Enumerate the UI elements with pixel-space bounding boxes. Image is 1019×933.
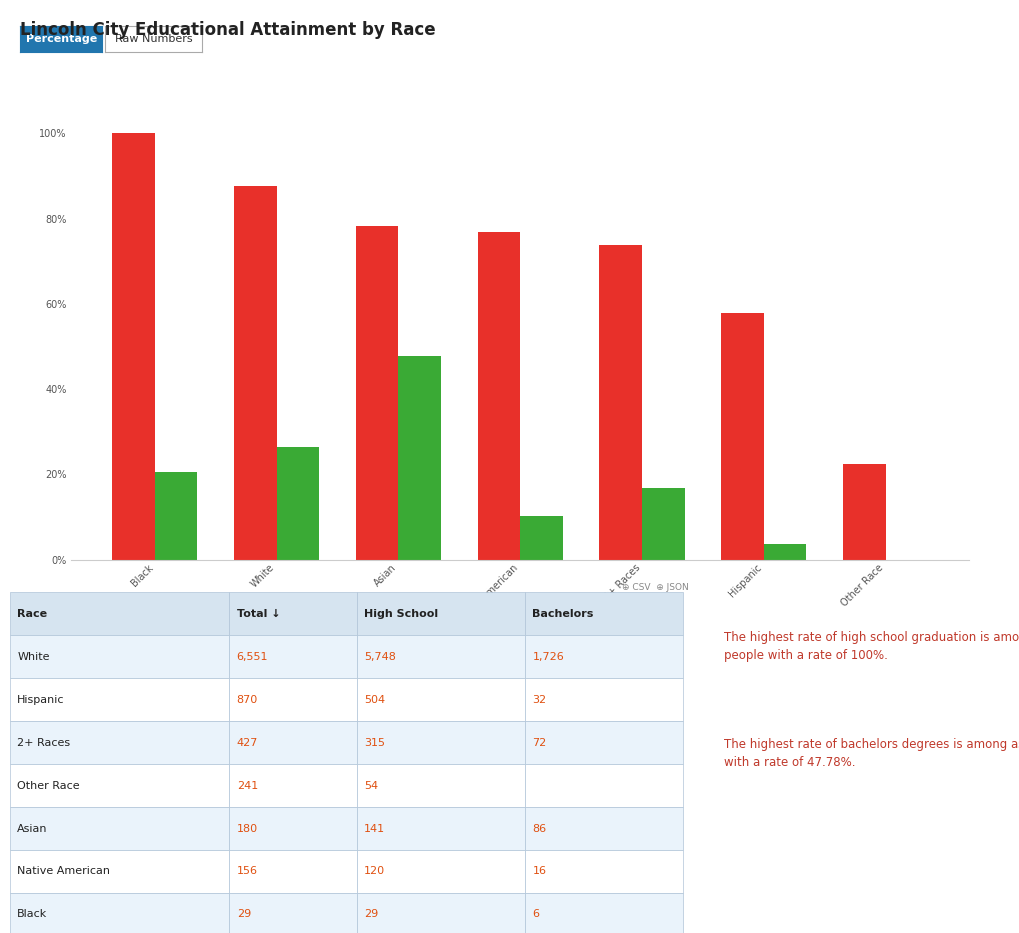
Text: Black: Black bbox=[17, 910, 48, 919]
Bar bbox=[233, 186, 276, 560]
Text: 315: 315 bbox=[364, 738, 385, 747]
Text: 141: 141 bbox=[364, 824, 385, 833]
Text: Race: Race bbox=[17, 609, 48, 619]
Text: High School: High School bbox=[364, 609, 438, 619]
Text: Total ↓: Total ↓ bbox=[236, 609, 280, 619]
Bar bbox=[155, 471, 198, 560]
Text: 870: 870 bbox=[236, 695, 258, 704]
Text: 427: 427 bbox=[236, 738, 258, 747]
Text: White: White bbox=[17, 652, 50, 661]
Text: 16: 16 bbox=[532, 867, 546, 876]
Text: The highest rate of bachelors degrees is among asian people
with a rate of 47.78: The highest rate of bachelors degrees is… bbox=[723, 738, 1019, 769]
Text: Hispanic: Hispanic bbox=[17, 695, 65, 704]
Text: Other Race: Other Race bbox=[17, 781, 79, 790]
Text: 29: 29 bbox=[364, 910, 378, 919]
Bar bbox=[477, 231, 520, 560]
Text: 54: 54 bbox=[364, 781, 378, 790]
Text: 86: 86 bbox=[532, 824, 546, 833]
Text: 6,551: 6,551 bbox=[236, 652, 268, 661]
Text: Native American: Native American bbox=[17, 867, 110, 876]
Text: Percentage: Percentage bbox=[25, 35, 97, 44]
Text: Asian: Asian bbox=[17, 824, 48, 833]
Text: 180: 180 bbox=[236, 824, 258, 833]
Bar bbox=[112, 133, 155, 560]
Text: 504: 504 bbox=[364, 695, 385, 704]
Text: Lincoln City Educational Attainment by Race: Lincoln City Educational Attainment by R… bbox=[20, 21, 435, 38]
Bar bbox=[763, 544, 806, 560]
Bar bbox=[720, 313, 763, 560]
Bar bbox=[276, 448, 319, 560]
Legend: High School Graduation Rate, Bachelors Rate: High School Graduation Rate, Bachelors R… bbox=[377, 724, 662, 743]
Bar bbox=[842, 465, 884, 560]
Text: ⊕ CSV  ⊕ JSON: ⊕ CSV ⊕ JSON bbox=[622, 583, 688, 592]
Text: Bachelors: Bachelors bbox=[532, 609, 593, 619]
Bar bbox=[356, 226, 398, 560]
Bar bbox=[398, 356, 440, 560]
Text: 5,748: 5,748 bbox=[364, 652, 395, 661]
Text: 241: 241 bbox=[236, 781, 258, 790]
Text: 2+ Races: 2+ Races bbox=[17, 738, 70, 747]
Bar bbox=[641, 488, 684, 560]
Text: 32: 32 bbox=[532, 695, 546, 704]
Text: 156: 156 bbox=[236, 867, 258, 876]
Bar bbox=[599, 245, 641, 560]
Text: 120: 120 bbox=[364, 867, 385, 876]
Text: 6: 6 bbox=[532, 910, 539, 919]
Bar bbox=[520, 516, 562, 560]
Text: 1,726: 1,726 bbox=[532, 652, 564, 661]
Text: The highest rate of high school graduation is among black
people with a rate of : The highest rate of high school graduati… bbox=[723, 631, 1019, 661]
Text: 29: 29 bbox=[236, 910, 251, 919]
Text: 72: 72 bbox=[532, 738, 546, 747]
Text: Raw Numbers: Raw Numbers bbox=[114, 35, 193, 44]
